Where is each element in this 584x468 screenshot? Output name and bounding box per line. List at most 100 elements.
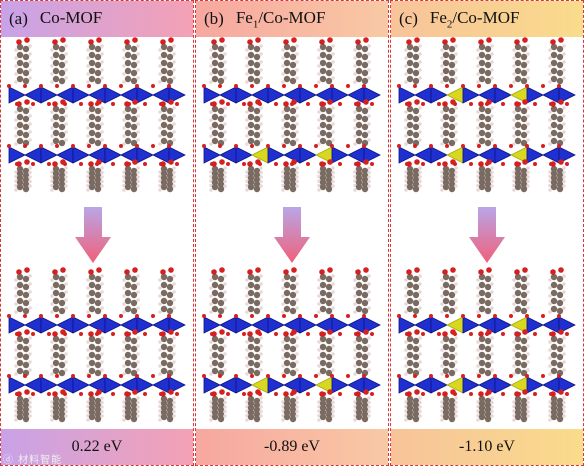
title-rest: /Co-MOF — [258, 7, 326, 27]
ligand — [548, 99, 566, 147]
ligand — [512, 389, 530, 423]
co-polyhedron — [542, 376, 560, 394]
co-polyhedron — [526, 146, 544, 164]
initial-structure — [397, 37, 576, 193]
ligand — [548, 37, 566, 85]
ligand — [50, 267, 68, 315]
co-polyhedron — [494, 316, 512, 334]
ligand — [158, 329, 176, 377]
ligand — [476, 329, 494, 377]
co-polyhedron — [235, 86, 253, 104]
ligand — [14, 159, 32, 193]
ligand — [14, 267, 32, 315]
co-polyhedron — [430, 316, 448, 334]
ligand — [86, 159, 104, 193]
ligand — [476, 159, 494, 193]
ligand — [122, 389, 140, 423]
metal-chain-top — [397, 84, 576, 106]
ligand — [209, 329, 227, 377]
metal-chain-bottom — [7, 374, 186, 396]
ligand — [86, 329, 104, 377]
panel-2: (b) Fe1/Co-MOF -0.89 eV — [195, 0, 389, 466]
co-polyhedron — [40, 316, 58, 334]
ligand — [404, 99, 422, 147]
co-polyhedron — [8, 146, 26, 164]
co-polyhedron — [203, 376, 221, 394]
co-polyhedron — [40, 376, 58, 394]
panel-title: Fe1/Co-MOF — [236, 8, 326, 30]
co-polyhedron — [168, 86, 186, 104]
ligand — [317, 389, 335, 423]
ligand — [353, 37, 371, 85]
ligand — [512, 99, 530, 147]
ligand — [353, 159, 371, 193]
ligand — [281, 159, 299, 193]
ligand — [404, 267, 422, 315]
ligand — [209, 37, 227, 85]
co-polyhedron — [398, 146, 416, 164]
energy-value: 0.22 eV — [1, 429, 193, 465]
ligand — [245, 389, 263, 423]
transition-arrow — [469, 207, 505, 263]
metal-chain-bottom — [7, 144, 186, 166]
co-polyhedron — [494, 146, 512, 164]
ligand — [476, 99, 494, 147]
ligand — [512, 329, 530, 377]
title-rest: /Co-MOF — [452, 7, 520, 27]
ligand — [14, 329, 32, 377]
ligand — [122, 267, 140, 315]
ligand — [281, 389, 299, 423]
ligand — [245, 329, 263, 377]
ligand — [86, 99, 104, 147]
ligand — [122, 159, 140, 193]
co-polyhedron — [267, 86, 285, 104]
ligand — [158, 159, 176, 193]
structure-diagram — [397, 37, 576, 423]
co-polyhedron — [152, 316, 170, 334]
ligand — [317, 99, 335, 147]
co-polyhedron — [168, 146, 186, 164]
co-polyhedron — [542, 316, 560, 334]
ligand — [50, 329, 68, 377]
co-polyhedron — [104, 376, 122, 394]
co-polyhedron — [347, 316, 365, 334]
energy-value: -1.10 eV — [391, 429, 583, 465]
initial-structure — [202, 37, 381, 193]
co-polyhedron — [72, 316, 90, 334]
ligand — [512, 37, 530, 85]
co-polyhedron — [299, 316, 317, 334]
metal-chain-top — [202, 314, 381, 336]
co-polyhedron — [203, 316, 221, 334]
ligand — [245, 159, 263, 193]
title-main: Co-MOF — [39, 7, 103, 27]
ligand — [245, 267, 263, 315]
ligand — [317, 159, 335, 193]
co-polyhedron — [168, 316, 186, 334]
transition-arrow — [75, 207, 111, 263]
panel-3: (c) Fe2/Co-MOF -1.10 eV — [390, 0, 584, 466]
metal-chain-bottom — [397, 144, 576, 166]
co-polyhedron — [398, 316, 416, 334]
ligand — [50, 99, 68, 147]
panel-label: (a) — [9, 9, 28, 28]
ligand — [122, 37, 140, 85]
ligand — [158, 267, 176, 315]
ligand — [317, 267, 335, 315]
ligand — [476, 389, 494, 423]
co-polyhedron — [331, 146, 349, 164]
ligand — [281, 99, 299, 147]
title-main: Fe — [429, 7, 447, 27]
panel-header: (a) Co-MOF — [1, 1, 193, 37]
ligand — [158, 37, 176, 85]
co-polyhedron — [235, 376, 253, 394]
ligand — [404, 159, 422, 193]
co-polyhedron — [168, 376, 186, 394]
ligand — [14, 99, 32, 147]
co-polyhedron — [104, 146, 122, 164]
co-polyhedron — [72, 146, 90, 164]
ligand — [353, 99, 371, 147]
co-polyhedron — [203, 86, 221, 104]
initial-structure — [7, 37, 186, 193]
co-polyhedron — [331, 316, 349, 334]
co-polyhedron — [542, 146, 560, 164]
